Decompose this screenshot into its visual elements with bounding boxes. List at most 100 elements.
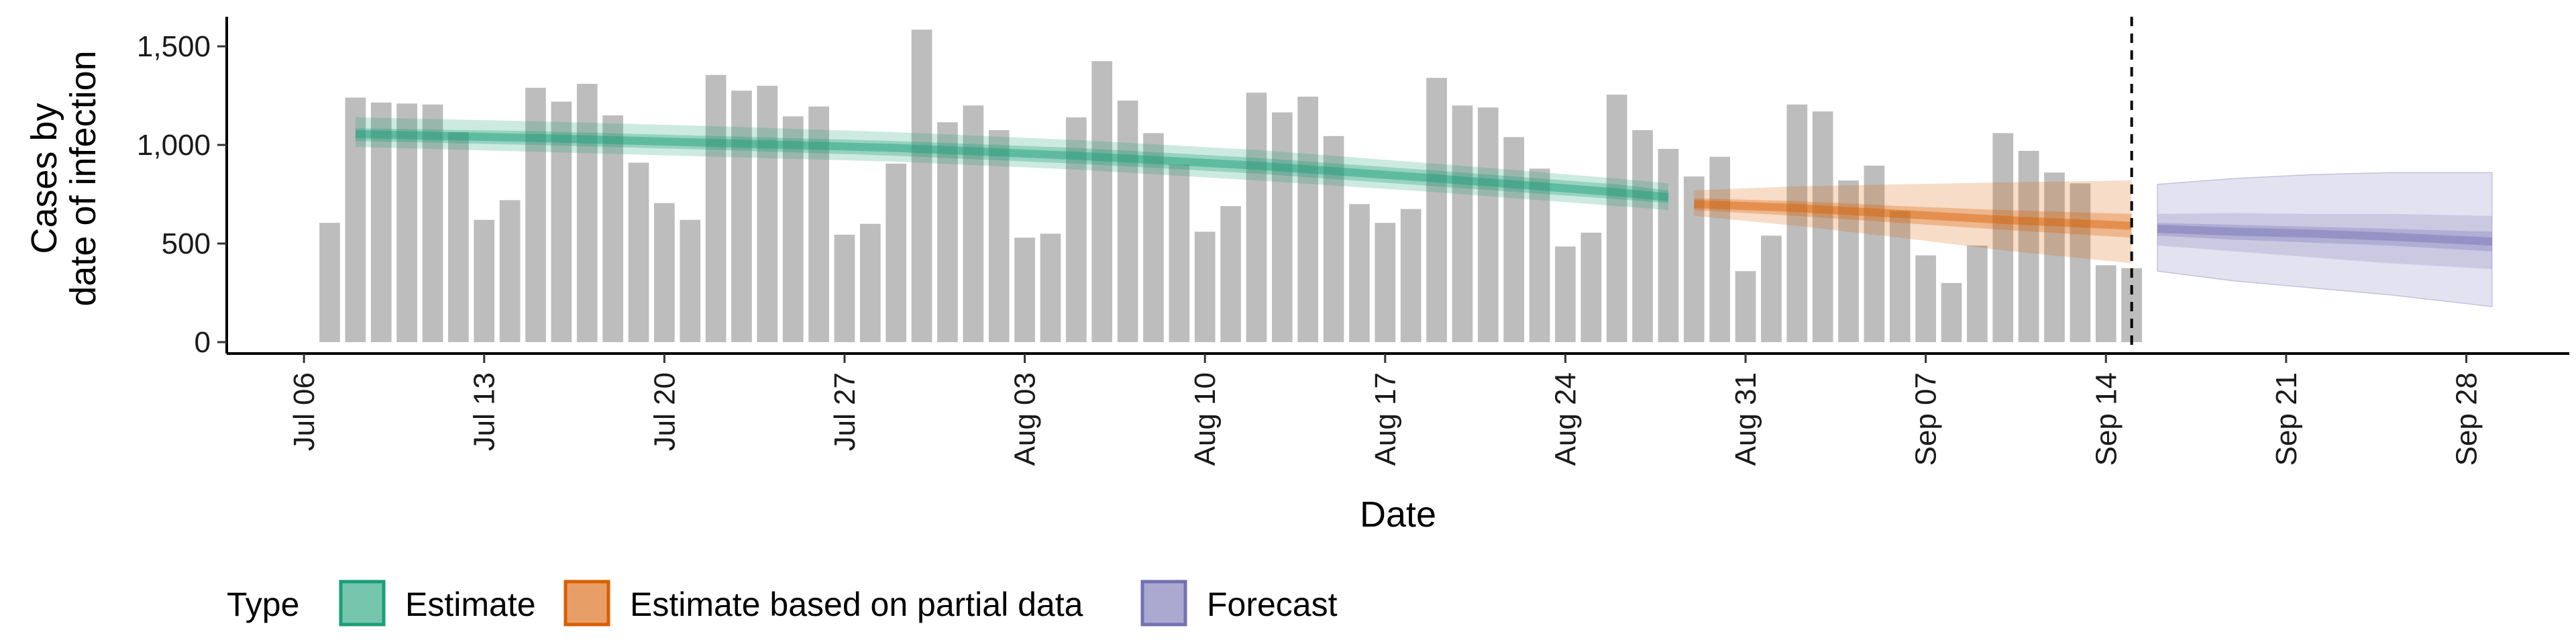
bar [1555,246,1576,342]
bar [1606,95,1627,342]
x-tick-label: Aug 24 [1549,372,1582,466]
bar [1400,209,1421,342]
bar [1992,133,2014,342]
x-tick-label: Aug 17 [1369,372,1402,466]
outer-band [355,117,1668,211]
x-tick-label: Aug 03 [1009,372,1042,466]
bar [576,83,598,342]
bar [1812,111,1833,342]
bar [1529,168,1550,343]
bar [422,104,443,342]
bar [1014,237,1035,342]
bar [1297,97,1319,342]
bar [885,163,907,342]
bar [474,219,495,342]
y-ticks: 0 500 1,000 1,500 [137,30,227,359]
bar [1349,204,1370,342]
fan-band [2157,172,2493,307]
bar [499,200,521,342]
bar [1735,271,1756,342]
bar [2044,172,2065,342]
bar [1477,107,1499,342]
bar [808,106,829,342]
bar [1864,165,1885,342]
bar [1220,206,1241,342]
bar [1323,136,1344,343]
bar [1889,211,1911,342]
axes-layer [225,17,2569,355]
bar [1452,105,1473,343]
x-tick-label: Sep 14 [2090,372,2123,466]
legend-key-partial-estimate [564,580,610,627]
legend-label-forecast: Forecast [1207,586,1338,623]
bar [1658,148,1679,342]
bar [319,223,340,342]
bar [937,122,958,342]
bar [1941,282,1962,342]
bar [1426,78,1447,342]
x-ticks: Jul 06 Jul 13 Jul 20 Jul 27 Aug 03 Aug 10 Aug … [288,354,2483,466]
bar [1709,156,1731,343]
bar [859,223,881,342]
bar [1040,233,1061,342]
bar [1194,231,1216,342]
bar [1683,176,1705,342]
bar [2018,150,2039,342]
x-tick-label: Sep 07 [1910,372,1943,466]
y-axis-title-line-1: Cases by [24,103,64,254]
median-line [1694,200,2132,230]
outer-band [1694,180,2132,264]
bar [782,116,804,342]
y-axis-title-line-2: date of infection [63,50,103,306]
bar [988,130,1010,343]
bar [757,85,778,342]
x-tick-label: Aug 10 [1189,372,1222,466]
bands-layer [355,117,2493,307]
bar [551,101,572,343]
x-tick-label: Jul 20 [648,372,681,451]
x-tick-label: Jul 13 [468,372,501,451]
inner-band [2157,223,2492,252]
bar [1580,232,1602,342]
y-tick-label: 1,500 [137,30,211,63]
bar [345,97,366,343]
bar [1915,255,1937,342]
series-1 [1694,180,2132,264]
legend-label-partial-estimate: Estimate based on partial data [630,586,1083,623]
bars-layer [319,30,2142,343]
y-tick-label: 500 [162,227,211,260]
series-2 [2157,172,2493,307]
bar [1246,93,1267,342]
bar [911,30,932,343]
bar [602,115,623,342]
bar [1375,223,1396,342]
x-tick-label: Aug 31 [1729,372,1762,466]
x-tick-label: Jul 27 [828,372,861,451]
bar [1143,133,1164,342]
bar [1169,164,1190,343]
legend-key-forecast [1140,580,1187,627]
inner-band [355,128,1668,203]
bar [370,102,392,342]
bar [2070,183,2091,342]
bar [1271,112,1293,342]
outer-band [2157,213,2492,270]
bar [1065,117,1087,342]
legend: Type Estimate Estimate based on partial … [227,580,1338,627]
bar [1503,137,1525,342]
bar [1117,100,1138,342]
bar [525,87,546,342]
x-tick-label: Sep 28 [2451,372,2483,466]
y-tick-label: 1,000 [137,129,211,162]
bar [1761,235,1782,342]
bar [731,91,752,342]
inner-band [1694,198,2132,238]
bar [1967,245,1988,342]
median-line [355,129,1669,201]
x-tick-label: Jul 06 [288,372,321,451]
bar [1091,61,1113,343]
median-line [2157,225,2493,246]
bar [1838,180,1859,342]
legend-label-estimate: Estimate [405,586,536,623]
